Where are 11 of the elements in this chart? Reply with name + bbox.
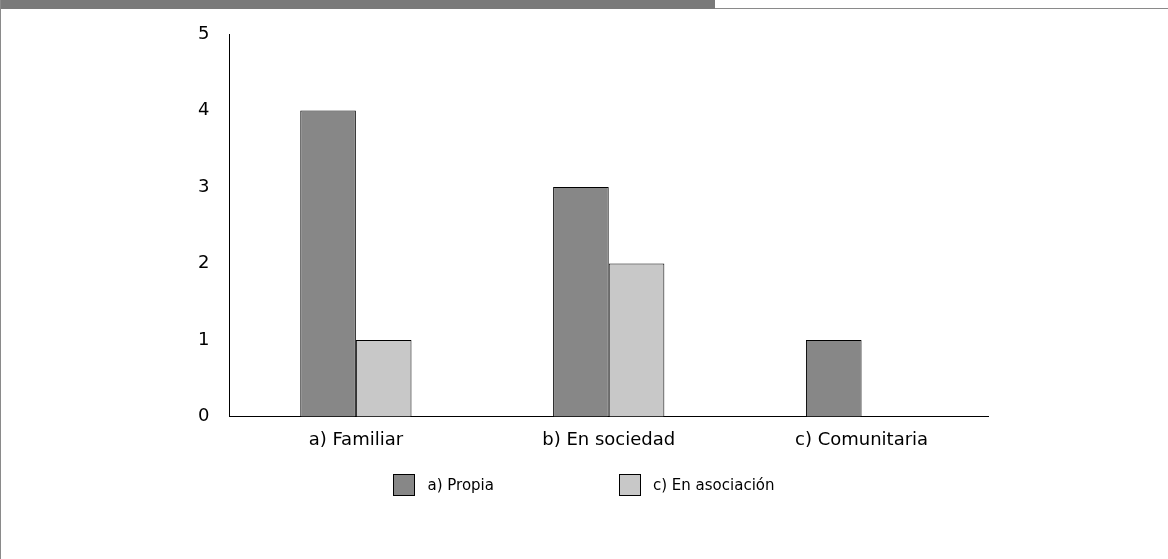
x-tick-label: a) Familiar bbox=[308, 427, 404, 449]
y-tick-label: 4 bbox=[198, 98, 210, 120]
y-tick-label: 0 bbox=[198, 404, 210, 426]
y-tick-label: 2 bbox=[198, 251, 210, 273]
y-tick-label: 1 bbox=[198, 327, 210, 349]
x-tick-label: c) Comunitaria bbox=[795, 427, 929, 449]
legend-label: c) En asociación bbox=[652, 476, 775, 494]
y-tick-label: 5 bbox=[198, 21, 210, 43]
y-tick-label: 3 bbox=[198, 174, 210, 196]
legend-label: a) Propia bbox=[427, 476, 494, 494]
x-tick-label: b) En sociedad bbox=[542, 427, 676, 449]
